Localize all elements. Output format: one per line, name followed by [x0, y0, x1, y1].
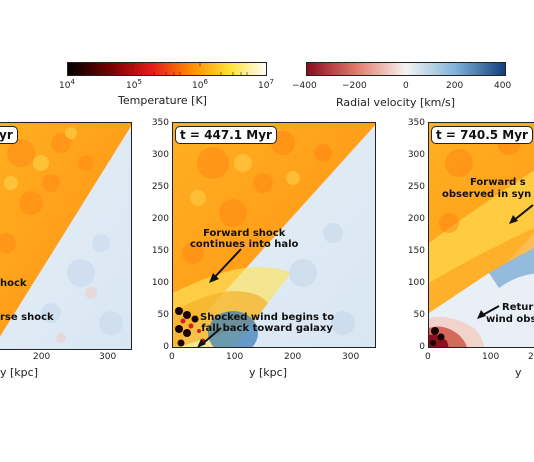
panel-3-xtick-200: 200	[528, 352, 534, 362]
panel-2-ytick: 200	[151, 214, 169, 224]
vel-tick-5: 400	[494, 81, 512, 91]
panel-3-annotation-wind-obs: wind obs	[486, 314, 534, 325]
panel-3-ytick: 0	[419, 342, 425, 352]
vel-tick-4: 200	[446, 81, 464, 91]
temp-tick-2: 105	[126, 78, 142, 91]
panel-2-xtick-300: 300	[342, 352, 360, 362]
panel-2-xtick-200: 200	[284, 352, 302, 362]
panel-3-x-axis-title: y	[515, 366, 522, 379]
panel-2-ytick: 250	[151, 182, 169, 192]
temp-tick-4: 107	[258, 78, 274, 91]
panel-2-ytick: 150	[151, 246, 169, 256]
panel-1-xtick-300: 300	[99, 352, 117, 362]
panel-2-ytick: 50	[157, 310, 169, 320]
panel-3-time-label: t = 740.5 Myr	[431, 126, 533, 144]
panel-3-xtick-0: 0	[425, 352, 431, 362]
simulation-panel-3	[428, 122, 534, 348]
simulation-panel-2	[172, 122, 376, 348]
panel-3-xtick-100: 100	[482, 352, 500, 362]
panel-1-annotation-shock: hock	[0, 278, 27, 289]
temperature-colorbar-title: Temperature [K]	[118, 94, 207, 107]
panel-3-ytick: 200	[407, 214, 425, 224]
temp-tick-1: 104	[59, 78, 75, 91]
panel-3-ytick: 350	[407, 118, 425, 128]
panel-1-x-axis-title: y [kpc]	[0, 366, 38, 379]
panel-2-ytick: 0	[163, 342, 169, 352]
panel-3-annotation-return: Retur	[502, 302, 534, 313]
vel-tick-3: 0	[403, 81, 409, 91]
panel-2-ytick: 300	[151, 150, 169, 160]
panel-2-annotation-forward-shock: Forward shock continues into halo	[190, 228, 299, 250]
panel-2-annotation-shocked-wind: Shocked wind begins to fall back toward …	[200, 312, 335, 334]
vel-tick-1: −400	[292, 81, 317, 91]
panel-2-time-label: t = 447.1 Myr	[175, 126, 277, 144]
vel-tick-2: −200	[342, 81, 367, 91]
panel-2-x-axis-title: y [kpc]	[249, 366, 287, 379]
panel-1-time-label: yr	[0, 126, 18, 144]
panel-3-annotation-observed: observed in syn	[442, 189, 532, 200]
panel-1-xtick-200: 200	[33, 352, 51, 362]
panel-2-xtick-0: 0	[169, 352, 175, 362]
panel-3-ytick: 100	[407, 278, 425, 288]
panel-1-annotation-reverse-shock: rse shock	[0, 312, 54, 323]
panel-3-ytick: 250	[407, 182, 425, 192]
panel-3-ytick: 300	[407, 150, 425, 160]
panel-2-ytick: 350	[151, 118, 169, 128]
panel-2-xtick-100: 100	[226, 352, 244, 362]
panel-3-ytick: 150	[407, 246, 425, 256]
panel-2-ytick: 100	[151, 278, 169, 288]
temp-tick-3: 106	[192, 78, 208, 91]
velocity-colorbar-title: Radial velocity [km/s]	[336, 96, 456, 109]
panel-3-ytick: 50	[413, 310, 425, 320]
simulation-panel-1	[0, 122, 132, 350]
panel-3-annotation-forward: Forward s	[470, 177, 526, 188]
